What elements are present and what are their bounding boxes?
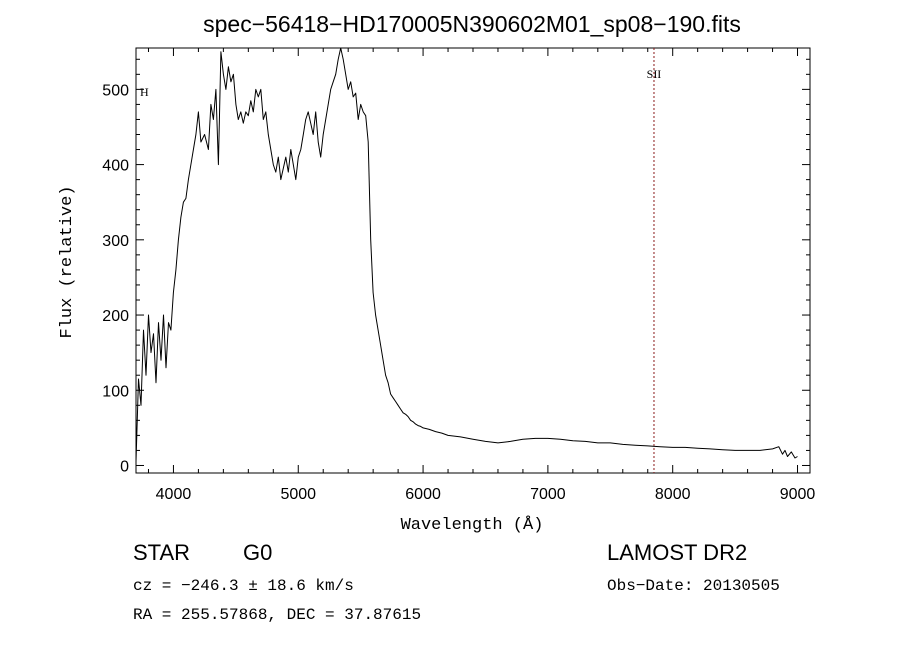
x-tick-label: 9000 (780, 486, 816, 503)
x-tick-label: 5000 (280, 486, 316, 503)
chart-title: spec−56418−HD170005N390602M01_sp08−190.f… (203, 11, 741, 37)
y-tick-label: 100 (102, 383, 129, 400)
x-tick-label: 7000 (530, 486, 566, 503)
y-tick-label: 400 (102, 158, 129, 175)
y-tick-label: 500 (102, 82, 129, 99)
object-class-label: STAR (133, 540, 190, 565)
x-axis-label: Wavelength (Å) (401, 516, 544, 535)
subclass-label: G0 (243, 540, 272, 565)
survey-label: LAMOST DR2 (607, 540, 747, 565)
y-tick-label: 300 (102, 233, 129, 250)
cz-label: cz = −246.3 ± 18.6 km/s (133, 577, 354, 595)
spectrum-series-line (135, 47, 798, 462)
sii-annotation-label: SII (647, 67, 662, 81)
annotations-layer: SII H (140, 48, 661, 473)
series-layer (135, 47, 798, 462)
y-axis-label: Flux (relative) (58, 185, 77, 338)
y-tick-label: 200 (102, 308, 129, 325)
x-tick-label: 8000 (655, 486, 691, 503)
y-axis-ticks: 0 100 200 300 400 500 (102, 58, 810, 475)
coords-label: RA = 255.57868, DEC = 37.87615 (133, 606, 421, 624)
h-annotation-label: H (140, 85, 149, 99)
obs-date-label: Obs−Date: 20130505 (607, 577, 780, 595)
x-tick-label: 6000 (405, 486, 441, 503)
y-tick-label: 0 (120, 458, 129, 475)
x-axis-ticks: 4000 5000 6000 7000 8000 9000 (147, 48, 816, 503)
x-tick-label: 4000 (156, 486, 192, 503)
